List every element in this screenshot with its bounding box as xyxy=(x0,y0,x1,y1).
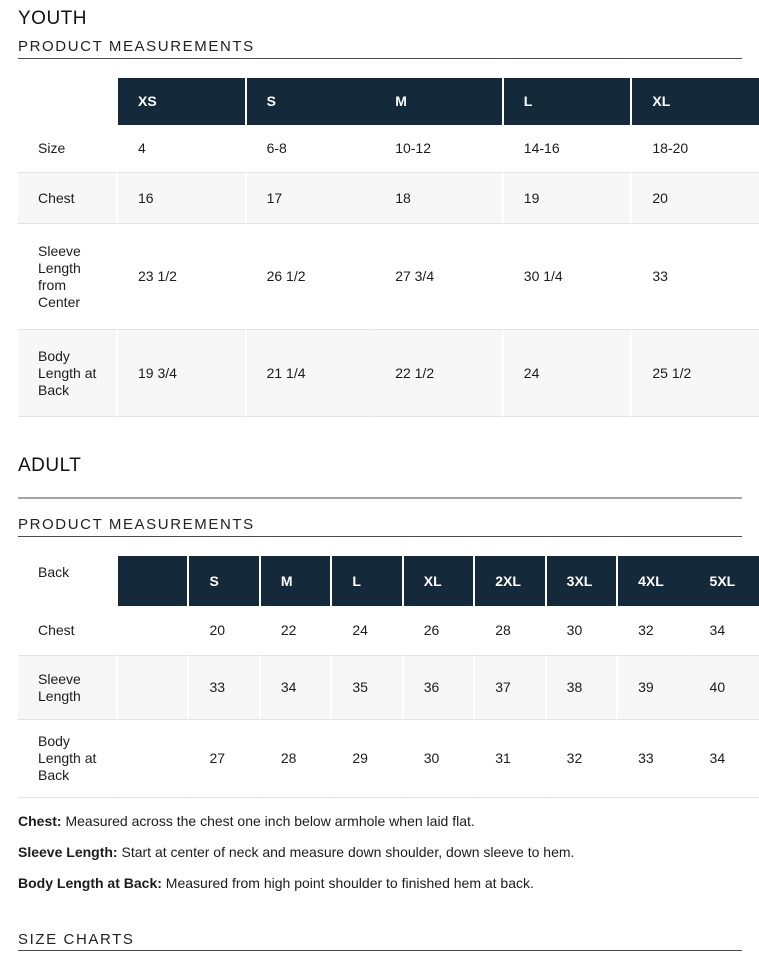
cell: 34 xyxy=(687,606,759,656)
header-cell xyxy=(116,556,188,606)
cell: 19 3/4 xyxy=(116,330,245,417)
adult-measurements-table: Back S M L XL 2XL 3XL 4XL 5XL Chest 20 22 24 26 28 30 32… xyxy=(18,556,759,798)
cell: 18-20 xyxy=(630,125,759,173)
cell: 4 xyxy=(116,125,245,173)
cell: 36 xyxy=(401,656,474,720)
size-charts-heading: SIZE CHARTS xyxy=(18,931,742,951)
header-cell: XS xyxy=(116,78,245,125)
cell xyxy=(116,720,188,798)
note-term: Body Length at Back: xyxy=(18,875,162,891)
cell: 20 xyxy=(187,606,259,656)
measurement-notes: Chest: Measured across the chest one inc… xyxy=(18,813,742,891)
table-corner-label: Back xyxy=(18,556,116,606)
table-row: Chest 20 22 24 26 28 30 32 34 xyxy=(18,606,759,656)
cell: 35 xyxy=(330,656,402,720)
cell: 31 xyxy=(473,720,545,798)
cell: 24 xyxy=(501,330,631,417)
table-row: Body Length at Back 27 28 29 30 31 32 33 34 xyxy=(18,720,759,798)
cell: 32 xyxy=(544,720,617,798)
section-divider xyxy=(18,497,742,499)
header-cell: L xyxy=(501,78,631,125)
cell: 21 1/4 xyxy=(244,330,374,417)
cell: 32 xyxy=(616,606,688,656)
table-row: Body Length at Back 19 3/4 21 1/4 22 1/2 24 2… xyxy=(18,330,759,417)
header-cell: M xyxy=(373,78,502,125)
header-cell: XL xyxy=(401,556,474,606)
cell: 33 xyxy=(630,224,759,330)
youth-section-title: YOUTH xyxy=(18,8,87,29)
cell: 14-16 xyxy=(501,125,631,173)
header-cell: S xyxy=(187,556,259,606)
cell: 27 xyxy=(187,720,259,798)
note-term: Chest: xyxy=(18,813,62,829)
youth-product-measurements-heading: PRODUCT MEASUREMENTS xyxy=(18,38,742,59)
cell: 34 xyxy=(687,720,759,798)
table-row: Sleeve Length 33 34 35 36 37 38 39 40 xyxy=(18,656,759,720)
cell: 18 xyxy=(373,173,502,224)
note-body-length: Body Length at Back: Measured from high … xyxy=(18,875,742,891)
cell: 20 xyxy=(630,173,759,224)
header-cell: S xyxy=(244,78,374,125)
cell: 39 xyxy=(616,656,688,720)
cell: 26 xyxy=(401,606,474,656)
table-header-row: XS S M L XL xyxy=(18,78,759,125)
table-row: Chest 16 17 18 19 20 xyxy=(18,173,759,224)
header-cell: M xyxy=(258,556,331,606)
cell: 37 xyxy=(473,656,545,720)
note-sleeve-length: Sleeve Length: Start at center of neck a… xyxy=(18,844,742,860)
cell: 28 xyxy=(473,606,545,656)
header-cell: L xyxy=(330,556,402,606)
cell: 6-8 xyxy=(244,125,374,173)
row-label: Sleeve Length from Center xyxy=(18,224,116,330)
cell: 17 xyxy=(244,173,374,224)
row-label: Body Length at Back xyxy=(18,720,116,798)
cell: 30 xyxy=(544,606,617,656)
cell: 33 xyxy=(187,656,259,720)
cell: 23 1/2 xyxy=(116,224,245,330)
header-cell: 2XL xyxy=(473,556,545,606)
table-corner-label xyxy=(18,78,116,125)
cell: 34 xyxy=(258,656,331,720)
cell: 25 1/2 xyxy=(630,330,759,417)
cell: 26 1/2 xyxy=(244,224,374,330)
note-text: Start at center of neck and measure down… xyxy=(121,844,575,860)
cell: 24 xyxy=(330,606,402,656)
table-row: Size 4 6-8 10-12 14-16 18-20 xyxy=(18,125,759,173)
cell: 22 1/2 xyxy=(373,330,502,417)
row-label: Sleeve Length xyxy=(18,656,116,720)
note-text: Measured from high point shoulder to fin… xyxy=(165,875,534,891)
cell: 16 xyxy=(116,173,245,224)
table-header-row: Back S M L XL 2XL 3XL 4XL 5XL xyxy=(18,556,759,606)
cell: 22 xyxy=(258,606,331,656)
header-cell: 5XL xyxy=(687,556,759,606)
cell: 30 1/4 xyxy=(501,224,631,330)
table-row: Sleeve Length from Center 23 1/2 26 1/2 27 … xyxy=(18,224,759,330)
header-cell: XL xyxy=(630,78,759,125)
cell: 30 xyxy=(401,720,474,798)
cell: 27 3/4 xyxy=(373,224,502,330)
cell: 29 xyxy=(330,720,402,798)
cell: 28 xyxy=(258,720,331,798)
cell: 33 xyxy=(616,720,688,798)
cell: 19 xyxy=(501,173,631,224)
cell xyxy=(116,606,188,656)
cell: 40 xyxy=(687,656,759,720)
note-text: Measured across the chest one inch below… xyxy=(65,813,475,829)
adult-section-title: ADULT xyxy=(18,455,82,476)
adult-product-measurements-heading: PRODUCT MEASUREMENTS xyxy=(18,516,742,537)
cell xyxy=(116,656,188,720)
note-chest: Chest: Measured across the chest one inc… xyxy=(18,813,742,829)
header-cell: 4XL xyxy=(616,556,688,606)
row-label: Chest xyxy=(18,606,116,656)
cell: 10-12 xyxy=(373,125,502,173)
row-label: Chest xyxy=(18,173,116,224)
row-label: Body Length at Back xyxy=(18,330,116,417)
youth-measurements-table: XS S M L XL Size 4 6-8 10-12 14-16 18-20 Chest 16 17 1… xyxy=(18,78,759,417)
header-cell: 3XL xyxy=(544,556,617,606)
note-term: Sleeve Length: xyxy=(18,844,118,860)
cell: 38 xyxy=(544,656,617,720)
row-label: Size xyxy=(18,125,116,173)
